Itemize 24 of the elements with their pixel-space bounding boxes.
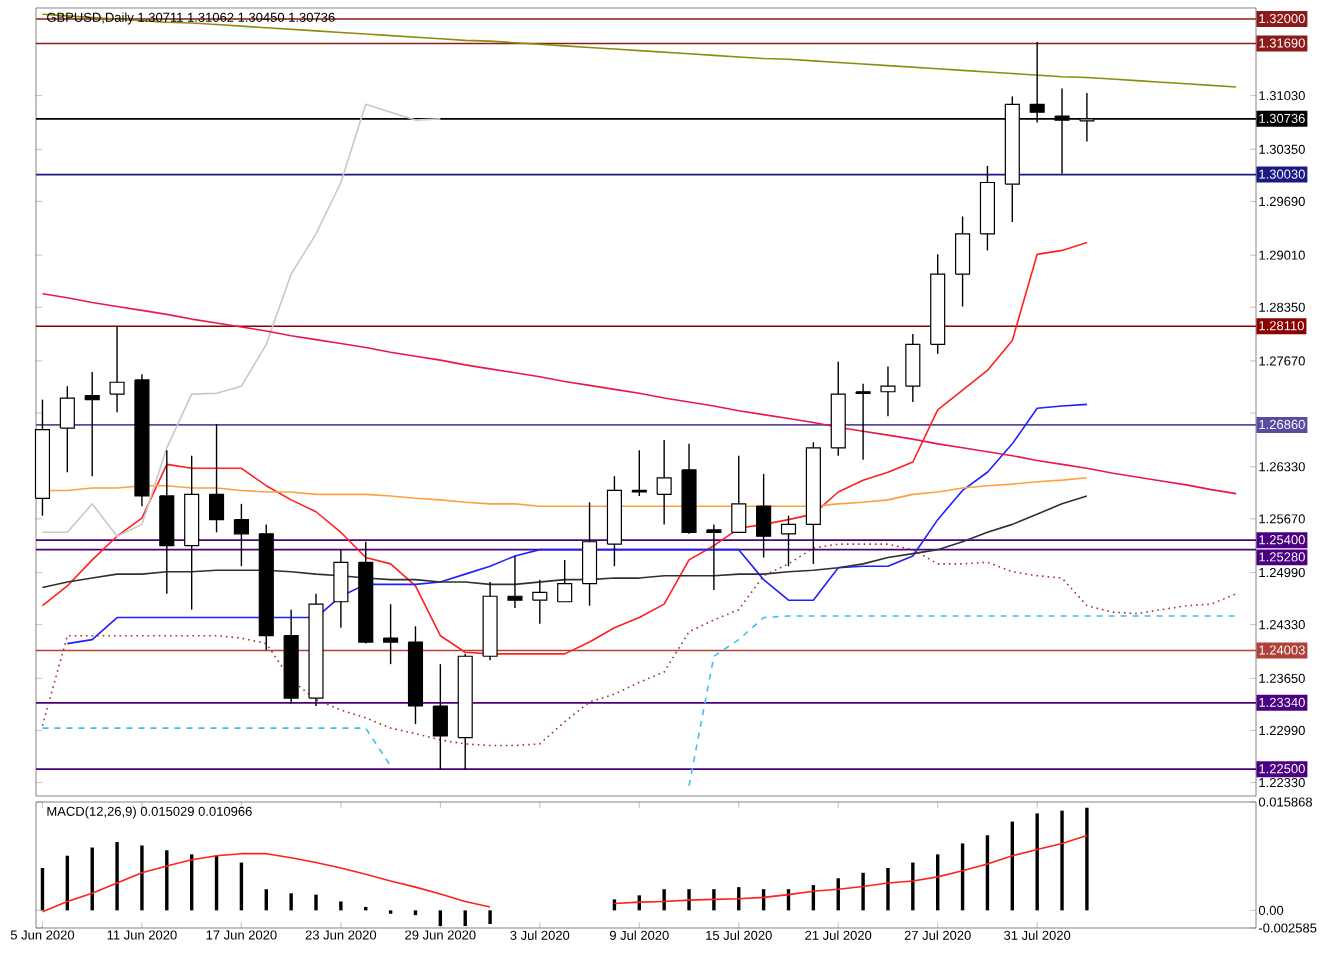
- candlestick: [656, 439, 672, 526]
- candlestick: [59, 385, 75, 473]
- candlestick: [233, 503, 249, 567]
- candlestick: [383, 603, 399, 665]
- candlestick: [905, 333, 921, 403]
- candlestick: [333, 548, 349, 629]
- candlestick: [955, 215, 971, 308]
- candlestick: [532, 578, 548, 625]
- candlestick: [756, 473, 772, 559]
- candlestick: [855, 383, 871, 461]
- candlestick: [109, 325, 125, 413]
- candlestick: [208, 423, 225, 533]
- candlestick: [557, 559, 573, 603]
- candlestick: [84, 371, 100, 477]
- line-series: [41, 103, 442, 538]
- candlestick: [731, 454, 747, 533]
- line-series: [41, 293, 1237, 495]
- candlestick: [631, 449, 647, 497]
- candlestick: [706, 523, 722, 591]
- candlestick: [432, 663, 448, 771]
- candlestick: [780, 515, 797, 567]
- candlestick: [507, 555, 523, 609]
- candlestick: [880, 365, 896, 417]
- candlestick: [581, 501, 598, 607]
